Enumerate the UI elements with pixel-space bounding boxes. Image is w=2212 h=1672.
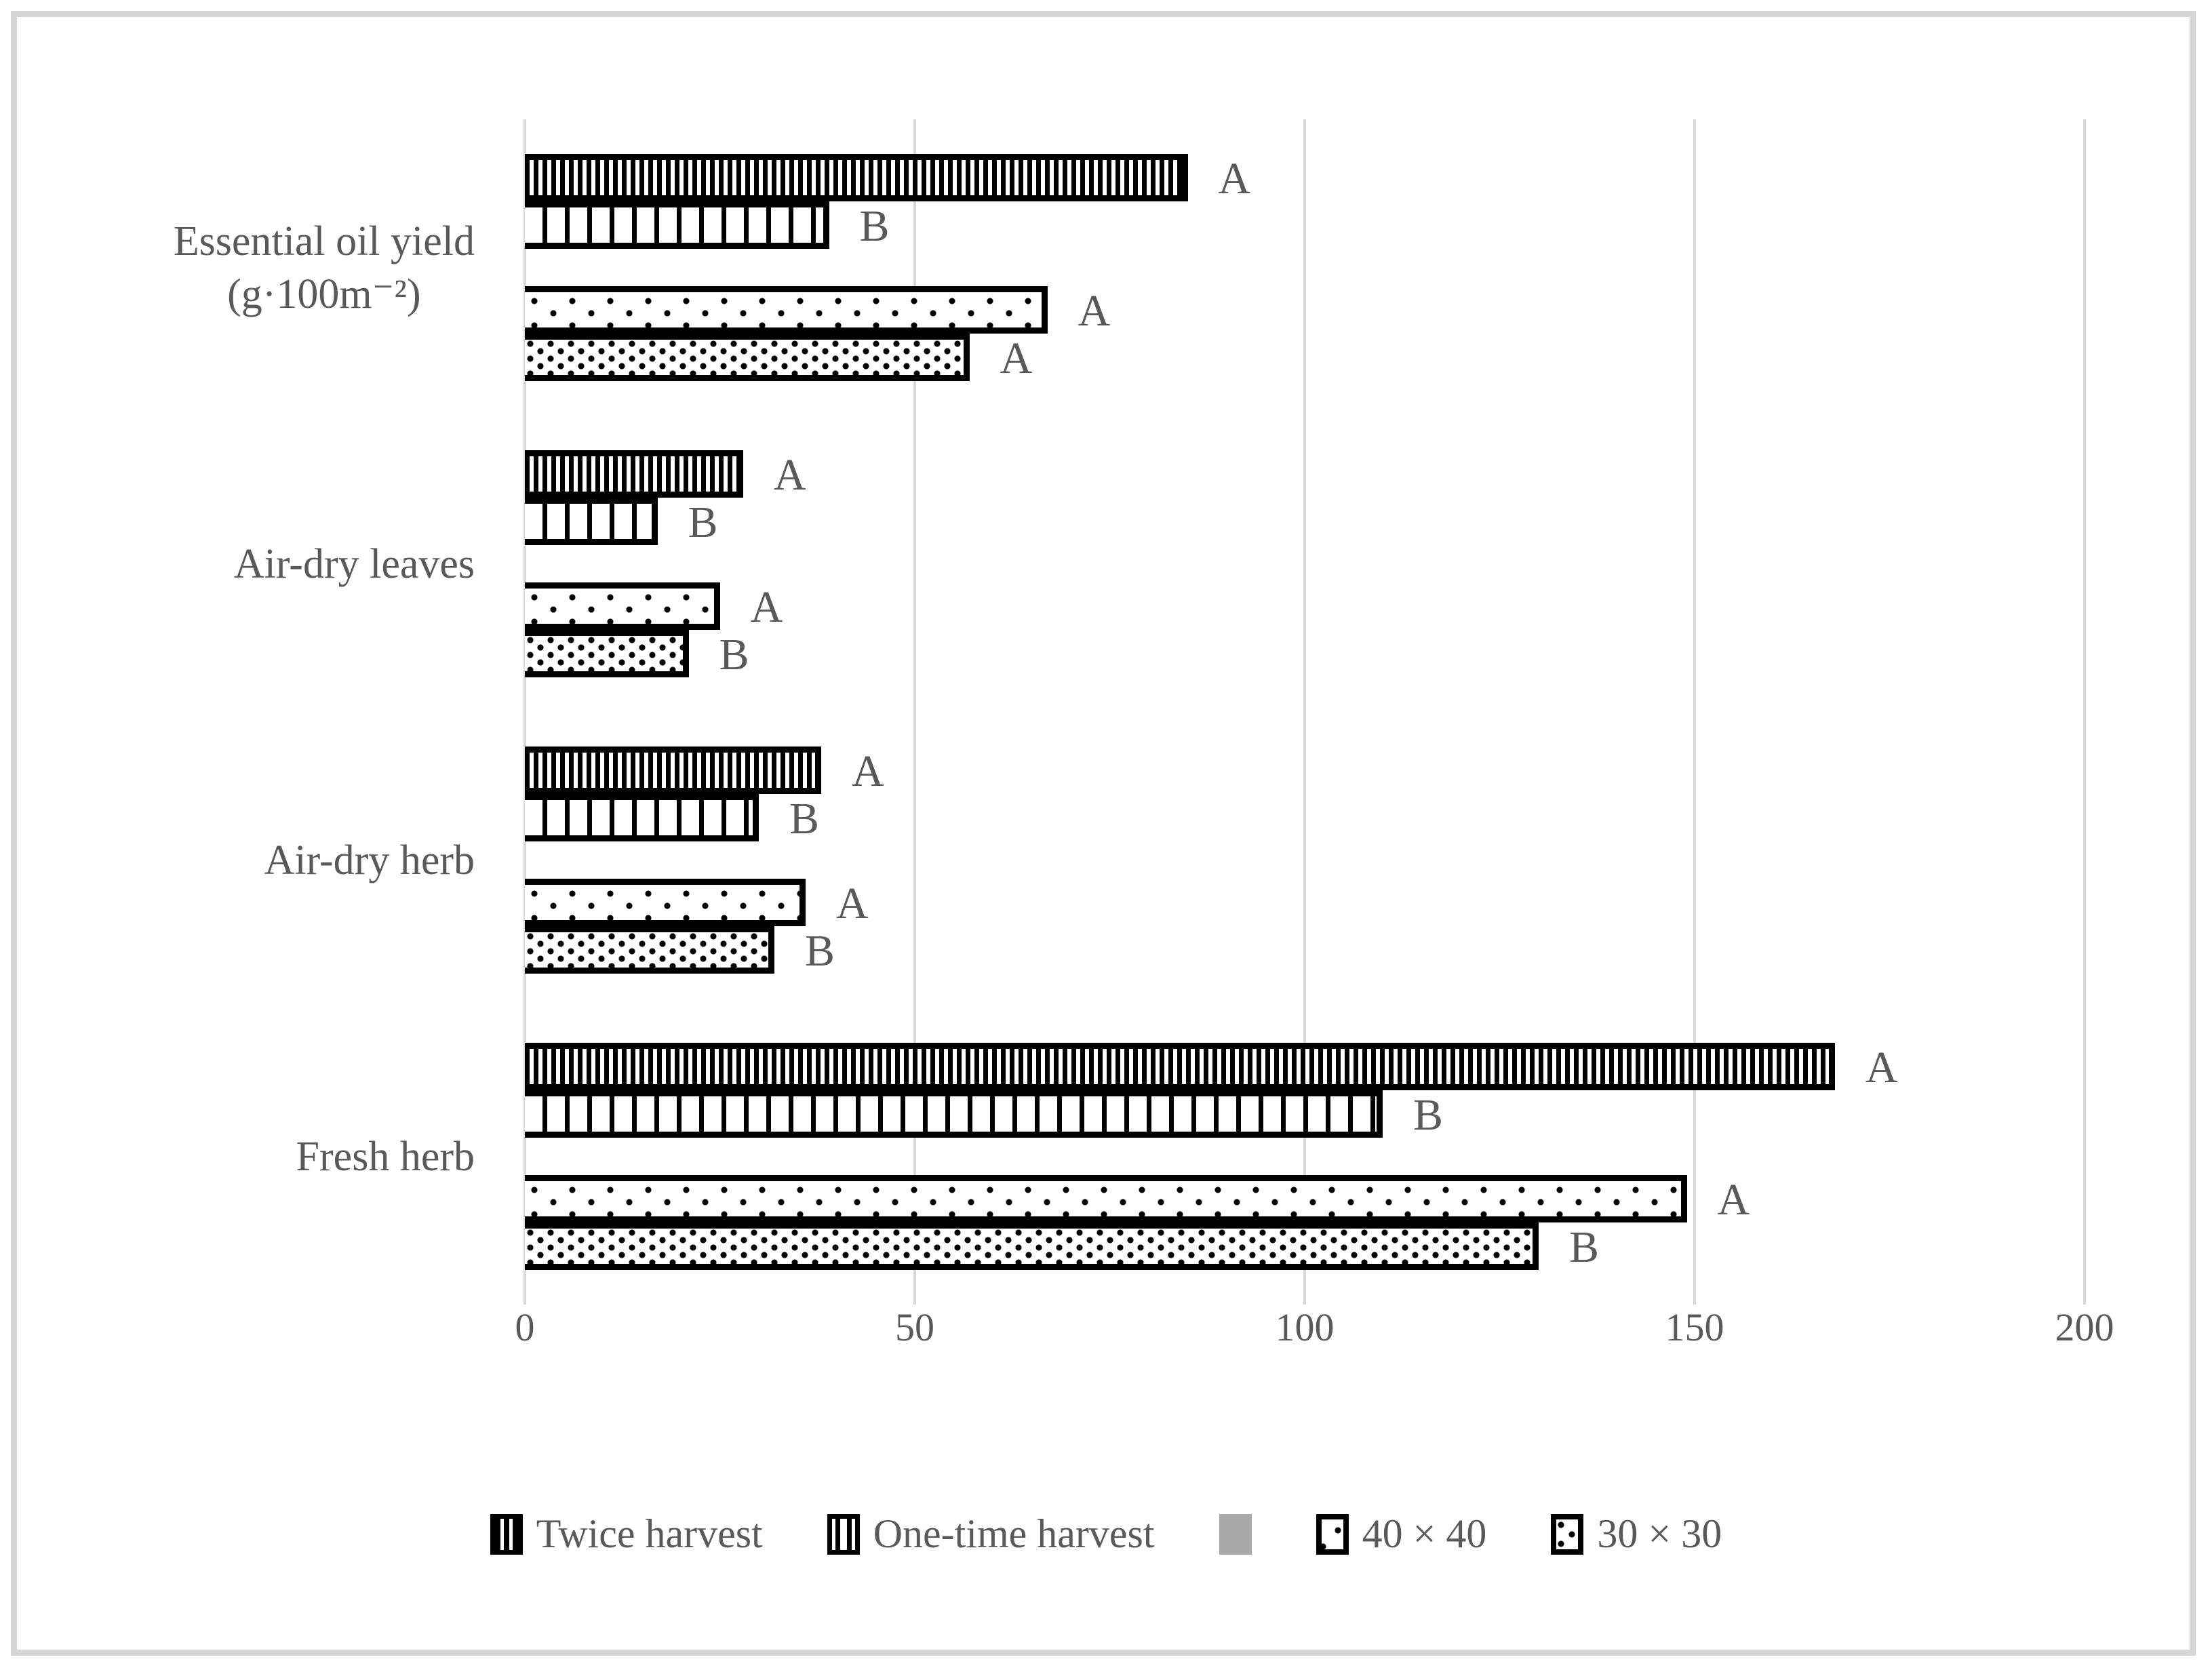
significance-letter: A	[1717, 1175, 1750, 1225]
gridline-50	[913, 119, 916, 1305]
category-label-line: Air-dry leaves	[233, 540, 475, 587]
fine-vertical-stripes-legend-swatch	[490, 1513, 523, 1555]
x-axis-tick-label: 200	[2055, 1305, 2114, 1349]
category-label: Fresh herb	[296, 1130, 475, 1183]
significance-letter: A	[1865, 1043, 1898, 1092]
bar-series1-cat3	[525, 1090, 1383, 1138]
significance-letter: A	[774, 450, 806, 500]
legend-item-2	[1219, 1513, 1252, 1555]
bar-series4-cat0	[525, 334, 970, 381]
category-label-line: Air-dry herb	[264, 837, 475, 883]
gridline-100	[1303, 119, 1306, 1305]
x-axis-tick-label: 0	[515, 1305, 535, 1349]
legend-label: One-time harvest	[873, 1511, 1155, 1556]
category-label-line: Fresh herb	[296, 1133, 475, 1180]
category-label: Air-dry leaves	[234, 538, 475, 591]
significance-letter: B	[859, 201, 890, 251]
significance-letter: A	[1218, 154, 1251, 203]
bar-series4-cat1	[525, 630, 689, 677]
category-label: Essential oil yield (g·100m⁻²)	[174, 215, 475, 321]
category-label: Air-dry herb	[264, 834, 475, 887]
gridline-200	[2083, 119, 2086, 1305]
bar-series3-cat2	[525, 879, 806, 926]
bar-series4-cat3	[525, 1222, 1539, 1270]
bar-series0-cat1	[525, 450, 743, 498]
gridline-0	[524, 119, 526, 1305]
bar-series0-cat0	[525, 154, 1188, 201]
legend-label: Twice harvest	[536, 1511, 763, 1556]
significance-letter: B	[789, 794, 820, 843]
legend-item-1: One-time harvest	[827, 1511, 1155, 1557]
x-axis-tick-label: 150	[1665, 1305, 1724, 1349]
significance-letter: A	[852, 747, 884, 796]
legend-item-4: 30 × 30	[1551, 1511, 1722, 1557]
bar-series3-cat1	[525, 582, 720, 630]
legend-label: 40 × 40	[1362, 1511, 1487, 1556]
significance-letter: B	[688, 498, 718, 547]
gridline-150	[1693, 119, 1696, 1305]
category-label-line: Essential oil yield	[173, 218, 475, 264]
category-label-line: (g·100m⁻²)	[227, 271, 421, 317]
sparse-dots-legend-swatch	[1316, 1513, 1349, 1555]
bar-series0-cat3	[525, 1043, 1835, 1090]
bar-series0-cat2	[525, 747, 821, 794]
bar-series4-cat2	[525, 926, 774, 974]
significance-letter: A	[1078, 286, 1111, 336]
significance-letter: A	[836, 879, 869, 928]
significance-letter: B	[805, 926, 835, 976]
significance-letter: A	[1000, 334, 1033, 383]
significance-letter: B	[719, 630, 749, 679]
x-axis-tick-label: 50	[895, 1305, 934, 1349]
bar-series1-cat2	[525, 794, 759, 841]
bar-series3-cat3	[525, 1175, 1687, 1222]
legend-item-0: Twice harvest	[490, 1511, 763, 1557]
significance-letter: A	[750, 582, 783, 632]
significance-letter: B	[1569, 1222, 1600, 1272]
bar-series1-cat1	[525, 498, 658, 545]
x-axis-tick-label: 100	[1275, 1305, 1335, 1349]
legend-item-3: 40 × 40	[1316, 1511, 1487, 1557]
dense-dots-legend-swatch	[1551, 1513, 1584, 1555]
figure-border	[11, 11, 2196, 1656]
bar-series1-cat0	[525, 201, 829, 249]
coarse-vertical-stripes-legend-swatch	[827, 1513, 860, 1555]
legend-label: 30 × 30	[1597, 1511, 1722, 1556]
chart-legend: Twice harvest One-time harvest 40 × 40 30 ×…	[0, 1511, 2212, 1557]
solid-gray-legend-swatch	[1219, 1513, 1252, 1555]
significance-letter: B	[1413, 1090, 1444, 1140]
bar-series3-cat0	[525, 286, 1048, 334]
